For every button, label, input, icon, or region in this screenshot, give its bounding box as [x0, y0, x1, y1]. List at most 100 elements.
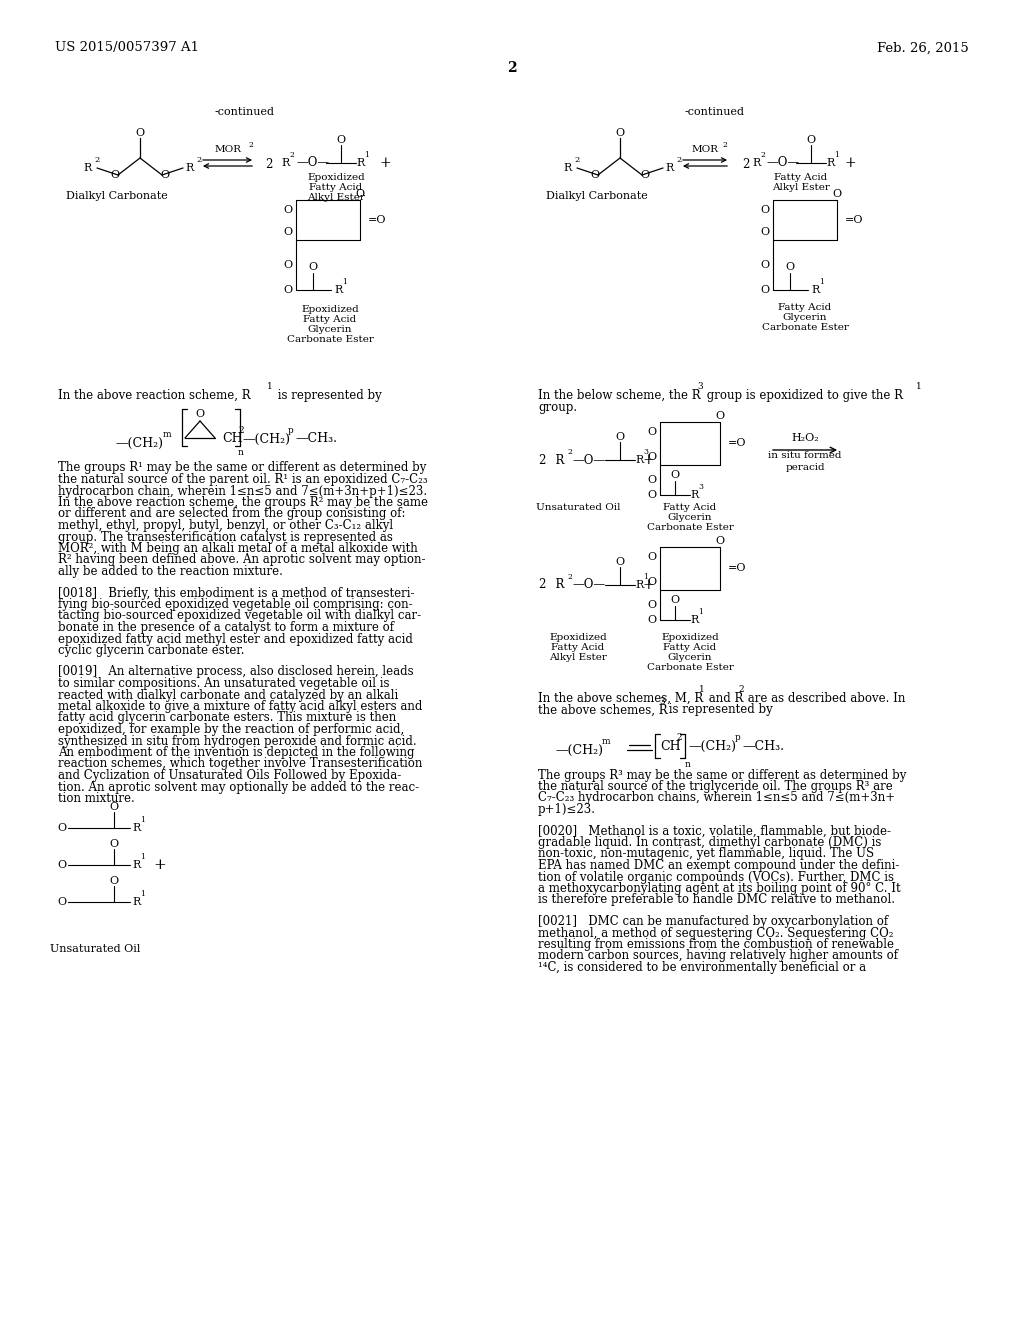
Text: O: O: [111, 170, 120, 180]
Text: Fatty Acid: Fatty Acid: [551, 644, 604, 652]
Text: 3: 3: [697, 381, 702, 391]
Text: —O—: —O—: [572, 578, 605, 591]
Text: R: R: [564, 162, 572, 173]
Text: p: p: [735, 733, 740, 742]
Text: cyclic glycerin carbonate ester.: cyclic glycerin carbonate ester.: [58, 644, 245, 657]
Text: Fatty Acid: Fatty Acid: [664, 644, 717, 652]
Text: In the below scheme, the R: In the below scheme, the R: [538, 388, 700, 401]
Text: R: R: [186, 162, 195, 173]
Text: R: R: [635, 579, 643, 590]
Text: Alkyl Ester: Alkyl Ester: [307, 194, 365, 202]
Text: Alkyl Ester: Alkyl Ester: [772, 182, 829, 191]
Text: The groups R³ may be the same or different as determined by: The groups R³ may be the same or differe…: [538, 768, 906, 781]
Text: 2: 2: [94, 156, 99, 164]
Text: R² having been defined above. An aprotic solvent may option-: R² having been defined above. An aprotic…: [58, 553, 426, 566]
Text: [0020]   Methanol is a toxic, volatile, flammable, but biode-: [0020] Methanol is a toxic, volatile, fl…: [538, 825, 891, 837]
Text: methanol, a method of sequestering CO₂. Sequestering CO₂: methanol, a method of sequestering CO₂. …: [538, 927, 894, 940]
Text: O: O: [161, 170, 170, 180]
Text: EPA has named DMC an exempt compound under the defini-: EPA has named DMC an exempt compound und…: [538, 859, 899, 873]
Text: Fatty Acid: Fatty Acid: [778, 304, 831, 313]
Text: +: +: [642, 453, 653, 467]
Text: O: O: [284, 205, 293, 215]
Text: to similar compositions. An unsaturated vegetable oil is: to similar compositions. An unsaturated …: [58, 677, 389, 690]
Text: ¹⁴C, is considered to be environmentally beneficial or a: ¹⁴C, is considered to be environmentally…: [538, 961, 866, 974]
Text: and R: and R: [705, 692, 743, 705]
Text: 2: 2: [567, 573, 571, 581]
Text: O: O: [308, 261, 317, 272]
Text: 1: 1: [140, 890, 144, 898]
Text: tion. An aprotic solvent may optionally be added to the reac-: tion. An aprotic solvent may optionally …: [58, 780, 419, 793]
Text: -continued: -continued: [215, 107, 275, 117]
Text: O: O: [761, 227, 770, 238]
Text: O: O: [647, 615, 656, 624]
Text: C₇-C₂₃ hydrocarbon chains, wherein 1≤n≤5 and 7≤(m+3n+: C₇-C₂₃ hydrocarbon chains, wherein 1≤n≤5…: [538, 792, 895, 804]
Text: m: m: [163, 430, 172, 440]
Text: R: R: [334, 285, 342, 294]
Text: In the above reaction scheme, the groups R² may be the same: In the above reaction scheme, the groups…: [58, 496, 428, 510]
Text: Epoxidized: Epoxidized: [549, 634, 607, 643]
Text: 2: 2: [238, 426, 244, 436]
Text: 3: 3: [698, 483, 703, 491]
Text: CH: CH: [660, 739, 681, 752]
Text: R: R: [548, 578, 564, 591]
Text: 1: 1: [342, 279, 347, 286]
Text: 2: 2: [574, 156, 580, 164]
Text: 2: 2: [248, 141, 253, 149]
Text: CH: CH: [222, 433, 243, 446]
Text: R: R: [811, 285, 819, 294]
Text: R: R: [826, 158, 835, 168]
Text: group.: group.: [538, 401, 578, 414]
Text: O: O: [135, 128, 144, 139]
Text: Unsaturated Oil: Unsaturated Oil: [50, 944, 140, 954]
Text: O: O: [785, 261, 795, 272]
Text: 2: 2: [538, 454, 546, 466]
Text: —(CH₂): —(CH₂): [555, 743, 603, 756]
Text: Glycerin: Glycerin: [668, 653, 713, 663]
Text: epoxidized, for example by the reaction of performic acid,: epoxidized, for example by the reaction …: [58, 723, 404, 737]
Text: group. The transesterification catalyst is represented as: group. The transesterification catalyst …: [58, 531, 393, 544]
Text: Glycerin: Glycerin: [668, 512, 713, 521]
Text: Carbonate Ester: Carbonate Ester: [646, 664, 733, 672]
Text: 2: 2: [567, 447, 571, 455]
Text: O: O: [647, 451, 656, 462]
Text: 1: 1: [267, 381, 272, 391]
Text: p+1)≤23.: p+1)≤23.: [538, 803, 596, 816]
Text: tion of volatile organic compounds (VOCs). Further, DMC is: tion of volatile organic compounds (VOCs…: [538, 870, 894, 883]
Text: 1: 1: [643, 573, 648, 581]
Text: 1: 1: [699, 685, 705, 694]
Text: R: R: [132, 822, 140, 833]
Text: O: O: [647, 552, 656, 562]
Text: fatty acid glycerin carbonate esters. This mixture is then: fatty acid glycerin carbonate esters. Th…: [58, 711, 396, 725]
Text: O: O: [196, 409, 205, 418]
Text: In the above schemes, M, R: In the above schemes, M, R: [538, 692, 703, 705]
Text: The groups R¹ may be the same or different as determined by: The groups R¹ may be the same or differe…: [58, 462, 426, 474]
Text: peracid: peracid: [785, 462, 824, 471]
Text: Fatty Acid: Fatty Acid: [309, 183, 362, 193]
Text: O: O: [647, 475, 656, 484]
Text: -continued: -continued: [685, 107, 745, 117]
Text: the natural source of the parent oil. R¹ is an epoxidized C₇-C₂₃: the natural source of the parent oil. R¹…: [58, 473, 428, 486]
Text: R: R: [132, 861, 140, 870]
Text: 3: 3: [643, 447, 648, 455]
Text: —(CH₂): —(CH₂): [115, 437, 163, 450]
Text: +: +: [154, 858, 166, 873]
Text: [0021]   DMC can be manufactured by oxycarbonylation of: [0021] DMC can be manufactured by oxycar…: [538, 915, 888, 928]
Text: =O: =O: [728, 564, 746, 573]
Text: p: p: [288, 426, 294, 436]
Text: O: O: [761, 285, 770, 294]
Text: tion mixture.: tion mixture.: [58, 792, 135, 805]
Text: tacting bio-sourced epoxidized vegetable oil with dialkyl car-: tacting bio-sourced epoxidized vegetable…: [58, 610, 421, 623]
Text: O: O: [615, 432, 625, 442]
Text: O: O: [671, 595, 680, 605]
Text: —CH₃.: —CH₃.: [295, 433, 337, 446]
Text: —CH₃.: —CH₃.: [742, 739, 784, 752]
Text: Dialkyl Carbonate: Dialkyl Carbonate: [67, 191, 168, 201]
Text: Epoxidized: Epoxidized: [301, 305, 358, 314]
Text: —O—: —O—: [766, 157, 799, 169]
Text: is therefore preferable to handle DMC relative to methanol.: is therefore preferable to handle DMC re…: [538, 894, 895, 907]
Text: O: O: [716, 411, 725, 421]
Text: are as described above. In: are as described above. In: [744, 692, 905, 705]
Text: Carbonate Ester: Carbonate Ester: [762, 323, 849, 333]
Text: O: O: [284, 285, 293, 294]
Text: O: O: [647, 426, 656, 437]
